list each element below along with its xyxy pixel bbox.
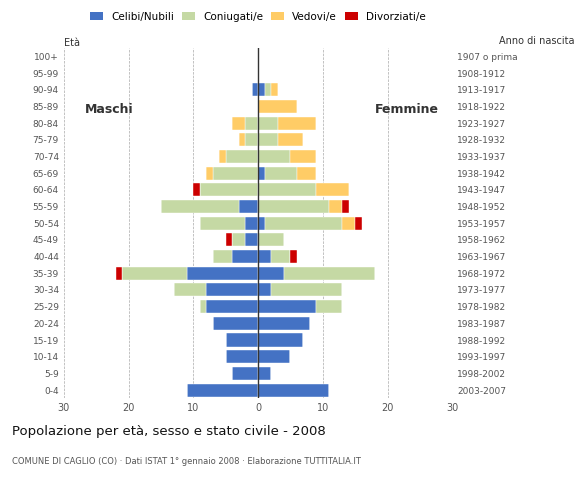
Bar [291, 250, 297, 263]
Bar [200, 300, 206, 313]
Bar [252, 83, 258, 96]
Bar [264, 216, 342, 230]
Bar [122, 267, 187, 280]
Bar [226, 334, 258, 347]
Bar [245, 216, 258, 230]
Bar [258, 367, 271, 380]
Bar [342, 200, 349, 213]
Bar [232, 117, 245, 130]
Bar [264, 83, 271, 96]
Bar [232, 250, 258, 263]
Bar [193, 183, 200, 196]
Bar [258, 317, 310, 330]
Bar [226, 350, 258, 363]
Bar [284, 267, 375, 280]
Text: Età: Età [64, 38, 80, 48]
Bar [258, 233, 284, 246]
Bar [355, 216, 362, 230]
Bar [258, 384, 329, 396]
Bar [258, 300, 317, 313]
Bar [342, 216, 355, 230]
Bar [161, 200, 239, 213]
Bar [258, 334, 303, 347]
Bar [258, 350, 291, 363]
Bar [278, 117, 317, 130]
Bar [258, 150, 291, 163]
Bar [226, 233, 232, 246]
Bar [115, 267, 122, 280]
Text: COMUNE DI CAGLIO (CO) · Dati ISTAT 1° gennaio 2008 · Elaborazione TUTTITALIA.IT: COMUNE DI CAGLIO (CO) · Dati ISTAT 1° ge… [12, 457, 361, 466]
Bar [258, 117, 278, 130]
Bar [245, 117, 258, 130]
Legend: Celibi/Nubili, Coniugati/e, Vedovi/e, Divorziati/e: Celibi/Nubili, Coniugati/e, Vedovi/e, Di… [86, 8, 430, 26]
Bar [245, 233, 258, 246]
Bar [187, 267, 258, 280]
Text: Anno di nascita: Anno di nascita [499, 36, 574, 46]
Bar [200, 183, 258, 196]
Bar [174, 283, 206, 297]
Bar [213, 317, 258, 330]
Bar [239, 133, 245, 146]
Bar [187, 384, 258, 396]
Bar [278, 133, 303, 146]
Bar [232, 233, 245, 246]
Bar [258, 283, 271, 297]
Bar [258, 133, 278, 146]
Bar [329, 200, 342, 213]
Bar [200, 216, 245, 230]
Bar [258, 100, 297, 113]
Bar [245, 133, 258, 146]
Bar [258, 167, 264, 180]
Bar [206, 167, 213, 180]
Bar [271, 83, 278, 96]
Bar [258, 183, 317, 196]
Bar [219, 150, 226, 163]
Bar [258, 267, 284, 280]
Text: Maschi: Maschi [85, 103, 133, 116]
Bar [317, 300, 342, 313]
Bar [213, 167, 258, 180]
Bar [239, 200, 258, 213]
Bar [271, 250, 291, 263]
Bar [271, 283, 342, 297]
Bar [258, 250, 271, 263]
Bar [206, 300, 258, 313]
Text: Popolazione per età, sesso e stato civile - 2008: Popolazione per età, sesso e stato civil… [12, 425, 325, 438]
Bar [291, 150, 317, 163]
Bar [258, 83, 264, 96]
Bar [297, 167, 317, 180]
Bar [258, 200, 329, 213]
Bar [317, 183, 349, 196]
Bar [258, 216, 264, 230]
Bar [232, 367, 258, 380]
Bar [226, 150, 258, 163]
Text: Femmine: Femmine [375, 103, 439, 116]
Bar [206, 283, 258, 297]
Bar [264, 167, 297, 180]
Bar [213, 250, 232, 263]
